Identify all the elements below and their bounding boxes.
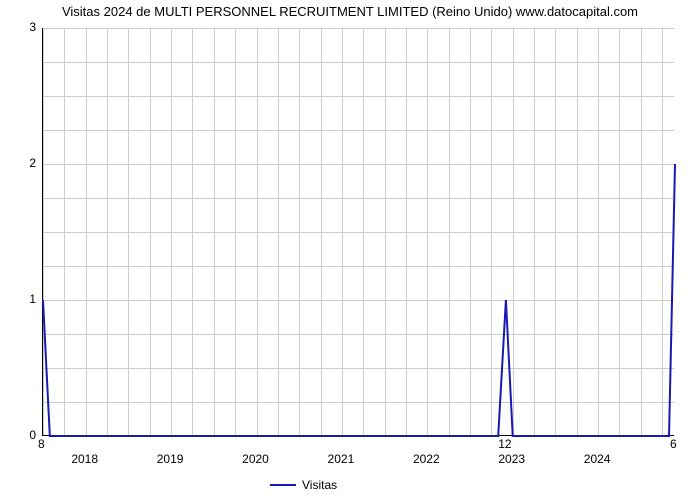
legend-swatch <box>270 484 296 486</box>
x-tick-label: 2023 <box>492 452 532 466</box>
x-tick-label: 2019 <box>150 452 190 466</box>
x-tick-label: 2018 <box>65 452 105 466</box>
secondary-top-left-label: 8 <box>38 437 45 451</box>
secondary-bottom-spike-label: 12 <box>495 437 515 451</box>
line-series <box>43 28 675 436</box>
legend: Visitas <box>270 478 337 492</box>
x-tick-label: 2021 <box>321 452 361 466</box>
y-tick-label: 3 <box>16 20 36 34</box>
y-tick-label: 1 <box>16 292 36 306</box>
x-tick-label: 2020 <box>236 452 276 466</box>
plot-area <box>42 28 674 436</box>
y-tick-label: 0 <box>16 428 36 442</box>
legend-label: Visitas <box>302 478 337 492</box>
secondary-top-right-label: 6 <box>670 437 677 451</box>
x-tick-label: 2024 <box>577 452 617 466</box>
x-tick-label: 2022 <box>406 452 446 466</box>
y-tick-label: 2 <box>16 156 36 170</box>
chart-title: Visitas 2024 de MULTI PERSONNEL RECRUITM… <box>0 4 700 19</box>
